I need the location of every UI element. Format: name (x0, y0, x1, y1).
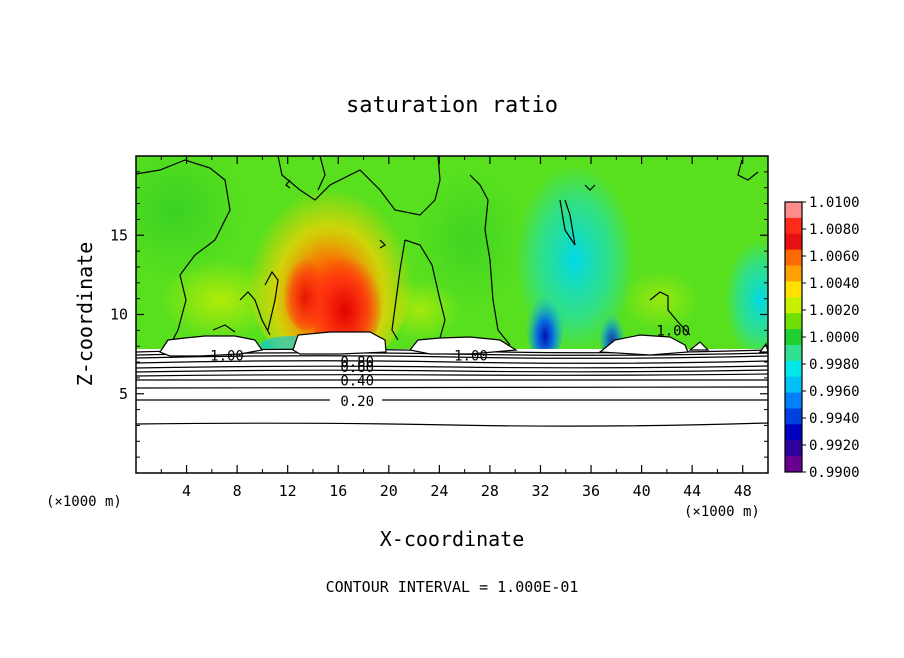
colorbar-swatch (785, 313, 802, 330)
colorbar-label: 1.0100 (809, 195, 860, 211)
y-unit-label: (×1000 m) (46, 494, 122, 510)
colorbar-label: 0.9980 (809, 357, 860, 373)
colorbar-swatch (785, 249, 802, 267)
colorbar-swatch (785, 344, 802, 362)
colorbar-swatch (785, 329, 802, 346)
x-unit-label: (×1000 m) (684, 504, 760, 520)
x-tick-label: 44 (683, 482, 701, 500)
contour-label: 0.60 (340, 360, 374, 376)
x-tick-label: 8 (233, 482, 242, 500)
colorbar-swatch (785, 360, 802, 378)
x-axis-title: X-coordinate (380, 527, 525, 551)
contour-label: 1.00 (454, 349, 488, 365)
y-tick-label: 15 (110, 226, 128, 244)
y-tick-label: 5 (119, 385, 128, 403)
colorbar-swatch (785, 265, 802, 282)
contour-labels: 1.00 0.800.600.40 0.20 1.00 1.00 (210, 323, 690, 410)
x-tick-label: 32 (531, 482, 549, 500)
colorbar-label: 1.0020 (809, 303, 860, 319)
contour-label: 1.00 (656, 323, 690, 339)
colorbar-swatch (785, 440, 802, 457)
contour-label: 0.20 (340, 394, 374, 410)
x-tick-label: 20 (380, 482, 398, 500)
colorbar-swatch (785, 281, 802, 298)
colorbar-swatch (785, 424, 802, 441)
colorbar-swatch (785, 297, 802, 314)
contour-lines (136, 156, 768, 427)
colorbar-swatch (785, 376, 802, 394)
y-axis: 5 10 15 (110, 171, 768, 458)
colorbar-swatch (785, 408, 802, 425)
colorbar: 1.0100 1.0080 1.0060 1.0040 1.0020 1.0000 0.99… (784, 195, 860, 481)
x-tick-label: 48 (734, 482, 752, 500)
x-tick-label: 36 (582, 482, 600, 500)
colorbar-label: 0.9900 (809, 465, 860, 481)
colorbar-swatch (785, 202, 802, 219)
colorbar-swatch (785, 217, 802, 235)
colorbar-label: 0.9960 (809, 384, 860, 400)
cloud-blobs (159, 331, 769, 357)
contour-label: 0.80 (340, 354, 374, 370)
x-tick-label: 4 (182, 482, 191, 500)
x-tick-label: 28 (481, 482, 499, 500)
colorbar-label: 1.0040 (809, 276, 860, 292)
colorbar-swatch (785, 392, 802, 409)
colorbar-label: 1.0080 (809, 222, 860, 238)
x-tick-label: 12 (279, 482, 297, 500)
contour-label: 1.00 (210, 349, 244, 365)
x-tick-label: 24 (430, 482, 448, 500)
contour-interval-note: CONTOUR INTERVAL = 1.000E-01 (326, 578, 579, 596)
colorbar-swatch (785, 233, 802, 251)
contour-label: 0.40 (340, 373, 374, 389)
colorbar-label: 0.9920 (809, 438, 860, 454)
x-tick-label: 40 (633, 482, 651, 500)
colorbar-label: 0.9940 (809, 411, 860, 427)
chart-title: saturation ratio (346, 93, 558, 118)
y-axis-title: Z-coordinate (73, 242, 97, 387)
colorbar-label: 1.0000 (809, 330, 860, 346)
y-tick-label: 10 (110, 306, 128, 324)
colorbar-label: 1.0060 (809, 249, 860, 265)
colorbar-swatch (785, 456, 802, 473)
x-tick-label: 16 (329, 482, 347, 500)
x-axis: 4 8 12 16 20 24 28 32 36 40 44 48 (160, 156, 752, 500)
